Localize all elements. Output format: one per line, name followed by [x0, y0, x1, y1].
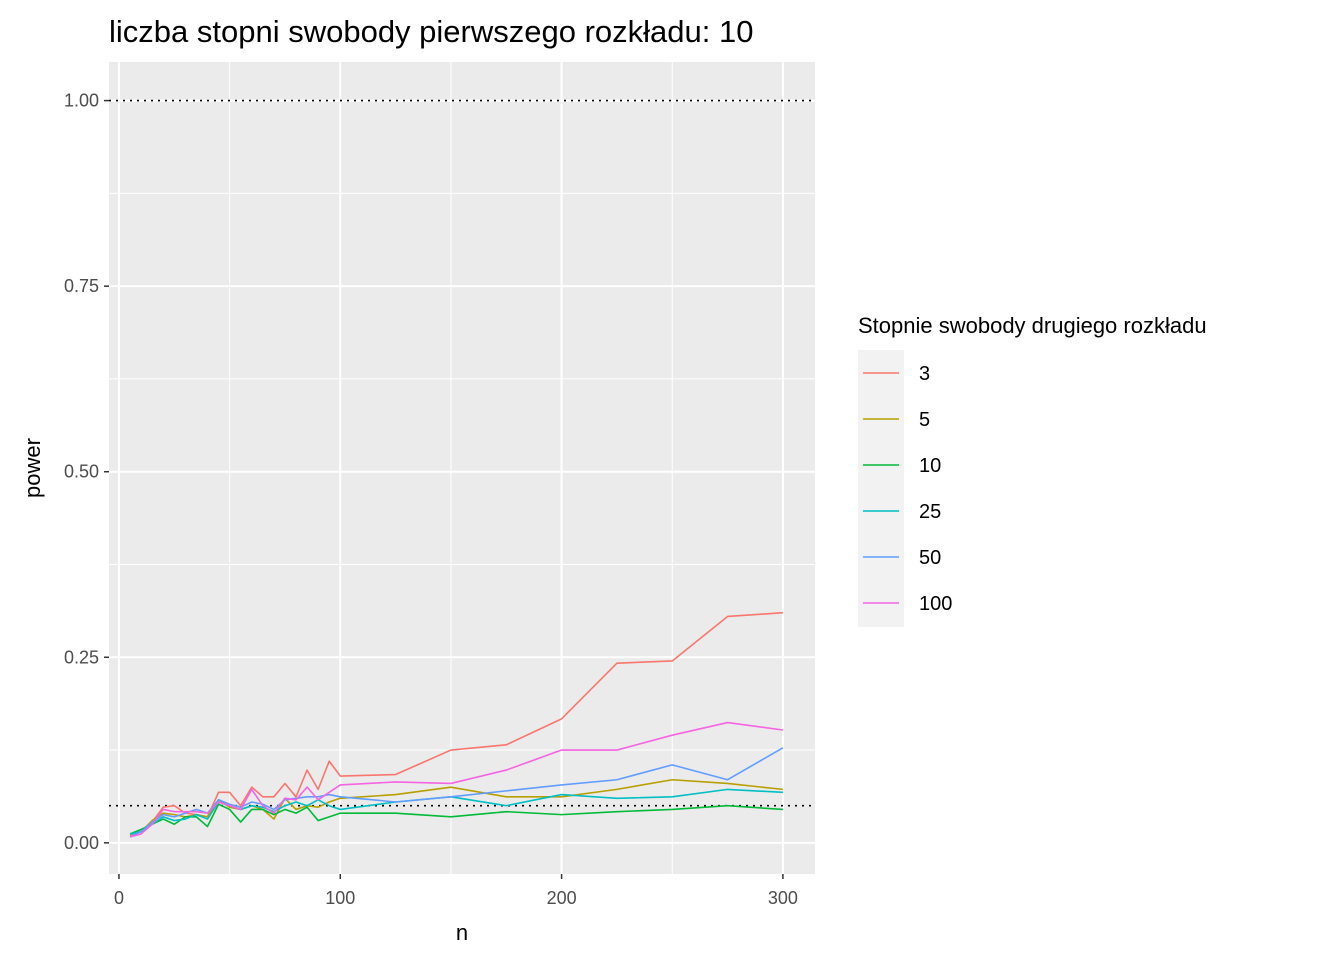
x-tick-label: 0: [114, 888, 124, 908]
chart-title: liczba stopni swobody pierwszego rozkład…: [109, 14, 753, 49]
x-tick-label: 100: [325, 888, 355, 908]
y-tick-label: 0.00: [64, 833, 99, 853]
legend-label-50: 50: [919, 547, 941, 569]
y-tick-label: 1.00: [64, 91, 99, 111]
y-tick-label: 0.50: [64, 462, 99, 482]
y-axis-title: power: [20, 438, 45, 498]
plot-panel-background: [109, 62, 815, 874]
y-tick-label: 0.25: [64, 647, 99, 667]
legend-items: 3 5 10 25 50 100: [863, 363, 952, 615]
grid-major: [109, 62, 815, 874]
series-line-3: [129, 611, 783, 837]
legend-label-25: 25: [919, 501, 941, 523]
legend-label-3: 3: [919, 363, 930, 385]
y-axis: 0.00 0.25 0.50 0.75 1.00: [64, 91, 109, 853]
x-axis-title: n: [456, 920, 468, 945]
reference-lines: [109, 99, 815, 807]
series-lines: [129, 611, 784, 838]
legend: Stopnie swobody drugiego rozkładu 3 5 10 25…: [858, 313, 1207, 627]
legend-key-background: [858, 350, 904, 627]
grid-minor: [109, 62, 815, 874]
series-line-25: [129, 788, 783, 835]
x-axis: 0 100 200 300: [114, 874, 798, 908]
legend-label-10: 10: [919, 455, 941, 477]
legend-title: Stopnie swobody drugiego rozkładu: [858, 313, 1207, 338]
x-tick-label: 300: [768, 888, 798, 908]
x-tick-label: 200: [547, 888, 577, 908]
legend-label-100: 100: [919, 593, 952, 615]
legend-label-5: 5: [919, 409, 930, 431]
y-tick-label: 0.75: [64, 276, 99, 296]
series-line-100: [129, 721, 784, 838]
